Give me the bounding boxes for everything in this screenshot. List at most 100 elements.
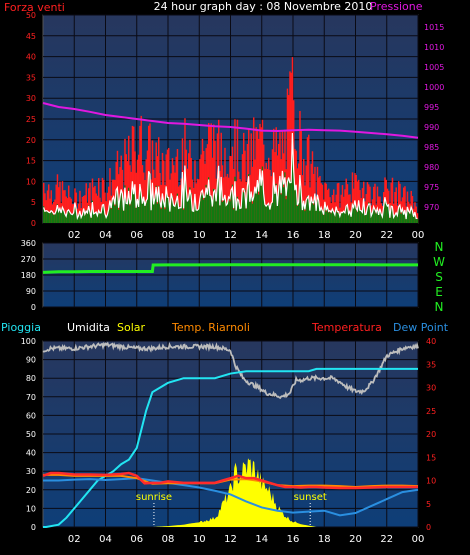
- wind-avg-bar: [264, 203, 266, 223]
- wind-avg-bar: [108, 209, 110, 223]
- wind-gust-bar: [266, 168, 269, 223]
- wind-avg-bar: [325, 211, 327, 223]
- wind-gust-bar: [210, 123, 212, 223]
- wind-avg-bar: [133, 193, 135, 223]
- wind-gust-bar: [179, 185, 181, 223]
- x-tick-label: 08: [162, 534, 175, 545]
- wind-avg-bar: [173, 205, 175, 223]
- wind-gust-bar: [356, 181, 359, 223]
- wind-gust-bar: [196, 178, 199, 223]
- wind-gust-bar: [244, 150, 246, 223]
- wind-avg-bar: [278, 187, 280, 223]
- wind-gust-bar: [190, 158, 192, 223]
- y-right-tick-label: 5: [426, 500, 431, 509]
- wind-gust-bar: [415, 206, 417, 223]
- wind-gust-bar: [265, 162, 267, 223]
- wind-avg-bar: [184, 170, 186, 223]
- y-tick-label: 90: [26, 287, 36, 296]
- pioggia-line: [43, 367, 418, 528]
- wind-avg-bar: [73, 213, 75, 223]
- wind-avg-bar: [321, 210, 324, 223]
- wind-avg-bar: [284, 172, 286, 223]
- wind-avg-bar: [413, 216, 415, 223]
- wind-avg-bar: [121, 195, 124, 223]
- wind-avg-bar: [169, 211, 171, 223]
- wind-gust-bar: [268, 157, 270, 223]
- wind-avg-bar: [246, 189, 249, 223]
- wind-avg-bar: [49, 211, 51, 223]
- wind-avg-bar: [188, 197, 190, 223]
- wind-gust-bar: [394, 191, 396, 223]
- humidity-line: [42, 341, 419, 400]
- wind-gust-bar: [186, 168, 189, 223]
- wind-gust-bar: [155, 142, 157, 223]
- wind-gust-bar: [161, 152, 164, 223]
- wind-avg-bar: [293, 172, 295, 223]
- wind-avg-bar: [384, 199, 386, 223]
- wind-avg-bar: [143, 199, 145, 223]
- wind-avg-bar: [106, 215, 109, 223]
- wind-avg-bar: [368, 202, 370, 223]
- wind-avg-bar: [344, 211, 346, 223]
- wind-gust-bar: [213, 124, 215, 223]
- wind-gust-bar: [203, 150, 205, 223]
- wind-avg-bar: [333, 212, 335, 223]
- wind-avg-bar: [83, 209, 85, 223]
- wind-gust-bar: [378, 196, 380, 223]
- wind-avg-bar: [313, 204, 315, 223]
- wind-avg-bar: [283, 187, 285, 223]
- wind-gust-bar: [175, 156, 177, 223]
- wind-avg-bar: [109, 200, 111, 223]
- x-tick-label: 06: [130, 534, 143, 545]
- wind-avg-bar: [118, 209, 120, 223]
- wind-avg-bar: [80, 217, 82, 223]
- wind-avg-bar: [234, 176, 236, 223]
- wind-avg-bar: [334, 214, 336, 223]
- wind-gust-bar: [94, 185, 96, 223]
- wind-avg-bar: [46, 212, 49, 223]
- wind-avg-bar: [48, 212, 50, 223]
- wind-avg-bar: [129, 205, 131, 223]
- wind-gust-bar: [43, 182, 45, 223]
- wind-gust-bar: [251, 166, 254, 223]
- wind-avg-bar: [314, 195, 316, 223]
- y-tick-label: 10: [26, 504, 36, 513]
- wind-avg-bar: [289, 180, 291, 223]
- wind-gust-bar: [373, 186, 375, 223]
- wind-avg-bar: [261, 166, 264, 223]
- wind-avg-bar: [378, 214, 380, 223]
- wind-gust-bar: [308, 134, 310, 223]
- wind-avg-bar: [231, 184, 234, 223]
- wind-avg-bar: [71, 214, 74, 223]
- wind-gust-bar: [336, 183, 339, 223]
- wind-avg-bar: [304, 211, 306, 223]
- wind-avg-bar: [244, 189, 246, 223]
- wind-gust-bar: [319, 176, 321, 223]
- legend-solar: Solar: [117, 321, 146, 334]
- wind-avg-bar: [233, 209, 235, 223]
- wind-avg-bar: [409, 213, 411, 223]
- wind-avg-bar: [226, 203, 229, 223]
- y-tick-label: 70: [26, 393, 36, 402]
- sun-marker-label: sunset: [294, 492, 327, 503]
- wind-avg-bar: [311, 201, 314, 223]
- wind-avg-bar: [258, 194, 260, 223]
- wind-gust-bar: [333, 189, 335, 223]
- wind-gust-bar: [349, 194, 351, 223]
- wind-gust-bar: [263, 144, 265, 223]
- wind-gust-bar: [296, 168, 299, 223]
- wind-avg-bar: [86, 213, 89, 223]
- wind-gust-bar: [214, 140, 216, 223]
- wind-avg-bar: [403, 213, 405, 223]
- wind-gust-bar: [255, 127, 257, 223]
- y-tick-label: 20: [26, 136, 36, 145]
- wind-avg-bar: [274, 191, 276, 223]
- wind-gust-bar: [96, 195, 99, 223]
- wind-avg-bar: [391, 208, 394, 223]
- wind-gust-bar: [194, 160, 196, 223]
- wind-avg-bar: [114, 205, 116, 223]
- x-tick-label: 06: [130, 230, 143, 241]
- y-right-tick-label: 0: [426, 523, 431, 532]
- wind-avg-bar: [328, 212, 330, 223]
- wind-gust-bar: [269, 169, 271, 223]
